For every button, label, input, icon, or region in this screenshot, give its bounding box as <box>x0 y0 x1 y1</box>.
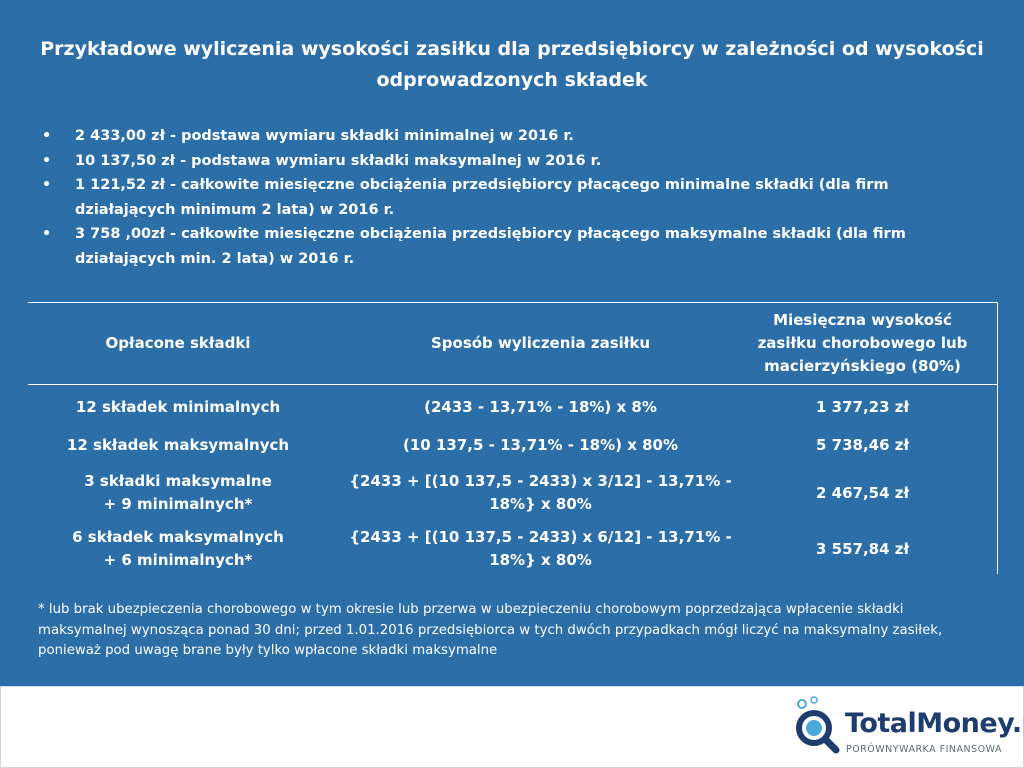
table-cell: 1 377,23 zł <box>728 389 997 425</box>
table-cell: {2433 + [(10 137,5 - 2433) x 3/12] - 13,… <box>349 465 731 521</box>
cell-line: 18%} x 80% <box>489 495 592 513</box>
table-cell: 3 składki maksymalne + 9 minimalnych* <box>28 465 328 521</box>
title-line: odprowadzonych składek <box>376 69 648 91</box>
bullet: 3 758 ,00zł - całkowite miesięczne obcią… <box>42 222 982 271</box>
cell-line: 3 557,84 zł <box>815 539 910 558</box>
cell-line: (2433 - 13,71% - 18%) x 8% <box>424 397 657 416</box>
cell-line: 5 738,46 zł <box>815 435 910 454</box>
cell-line: 3 składki maksymalne <box>84 472 272 490</box>
cell-line: 6 składek maksymalnych <box>72 528 284 546</box>
footnote-line: * lub brak ubezpieczenia chorobowego w t… <box>38 602 904 617</box>
cell-line: Miesięczna wysokość <box>773 311 952 329</box>
bullet-line: działających min. 2 lata) w 2016 r. <box>75 250 355 267</box>
cell-line: macierzyńskiego (80%) <box>764 357 961 375</box>
slide: Przykładowe wyliczenia wysokości zasiłku… <box>0 0 1024 686</box>
cell-line: 2 467,54 zł <box>815 483 910 502</box>
footnote-line: ponieważ pod uwagę brane były tylko wpła… <box>38 643 498 658</box>
cell-line: Opłacone składki <box>105 334 251 352</box>
bullet-line: działających minimum 2 lata) w 2016 r. <box>75 201 395 218</box>
table-cell: {2433 + [(10 137,5 - 2433) x 6/12] - 13,… <box>349 521 731 577</box>
logo-name: TotalMoney.pl <box>845 708 1024 739</box>
table-cell: 12 składek minimalnych <box>28 389 328 425</box>
cell-line: + 9 minimalnych* <box>103 495 253 513</box>
footnote-line: maksymalnej wynosząca ponad 30 dni; prze… <box>38 622 943 638</box>
bullet-line: 2 433,00 zł - podstawa wymiaru składki m… <box>75 128 574 144</box>
cell-line: {2433 + [(10 137,5 - 2433) x 6/12] - 13,… <box>349 528 732 546</box>
bullet: 2 433,00 zł - podstawa wymiaru składki m… <box>42 124 982 149</box>
table-cell: (10 137,5 - 13,71% - 18%) x 80% <box>358 427 723 463</box>
footer <box>0 686 1024 768</box>
table-header: Opłacone składki Sposób wyliczenia zasiłk… <box>28 303 997 385</box>
table-cell: 5 738,46 zł <box>728 427 997 463</box>
table-row: 3 składki maksymalne + 9 minimalnych* {243… <box>28 465 997 521</box>
table: Opłacone składki Sposób wyliczenia zasiłk… <box>28 302 998 574</box>
cell-line: 12 składek minimalnych <box>75 397 281 416</box>
bullet: 1 121,52 zł - całkowite miesięczne obcią… <box>42 173 982 222</box>
logo-tagline: PORÓWNYWARKA FINANSOWA <box>846 744 1003 755</box>
table-cell: (2433 - 13,71% - 18%) x 8% <box>358 389 723 425</box>
table-row: 12 składek minimalnych (2433 - 13,71% - 1… <box>28 389 997 425</box>
table-cell: 3 557,84 zł <box>728 521 997 577</box>
table-row: 6 składek maksymalnych + 6 minimalnych* {2… <box>28 521 997 577</box>
cell-line: {2433 + [(10 137,5 - 2433) x 3/12] - 13,… <box>349 472 732 490</box>
bullet-line: 10 137,50 zł - podstawa wymiaru składki … <box>75 152 602 169</box>
bullet: 10 137,50 zł - podstawa wymiaru składki … <box>42 149 982 174</box>
cell-line: 1 377,23 zł <box>815 397 910 416</box>
footnote: * lub brak ubezpieczenia chorobowego w t… <box>38 600 942 662</box>
logo-icon <box>796 696 840 754</box>
cell-line: 18%} x 80% <box>489 551 592 569</box>
table-row: 12 składek maksymalnych (10 137,5 - 13,71… <box>28 427 997 463</box>
cell-line: zasiłku chorobowego lub <box>757 334 968 352</box>
table-cell: 2 467,54 zł <box>728 465 997 521</box>
bullet-line: 3 758 ,00zł - całkowite miesięczne obcią… <box>75 226 906 242</box>
table-cell: 12 składek maksymalnych <box>28 427 328 463</box>
table-cell: Opłacone składki <box>28 303 328 384</box>
title: Przykładowe wyliczenia wysokości zasiłku… <box>0 34 1024 96</box>
bullet-line: 1 121,52 zł - całkowite miesięczne obcią… <box>75 177 889 193</box>
table-cell: Sposób wyliczenia zasiłku <box>358 303 723 384</box>
cell-line: 12 składek maksymalnych <box>66 435 290 454</box>
bullet-list: 2 433,00 zł - podstawa wymiaru składki m… <box>42 124 982 271</box>
cell-line: + 6 minimalnych* <box>103 551 253 569</box>
cell-line: (10 137,5 - 13,71% - 18%) x 80% <box>403 435 678 454</box>
table-cell: Miesięczna wysokość zasiłku chorobowego l… <box>728 303 997 384</box>
cell-line: Sposób wyliczenia zasiłku <box>430 334 651 352</box>
table-cell: 6 składek maksymalnych + 6 minimalnych* <box>28 521 328 577</box>
title-line: Przykładowe wyliczenia wysokości zasiłku… <box>40 38 984 60</box>
